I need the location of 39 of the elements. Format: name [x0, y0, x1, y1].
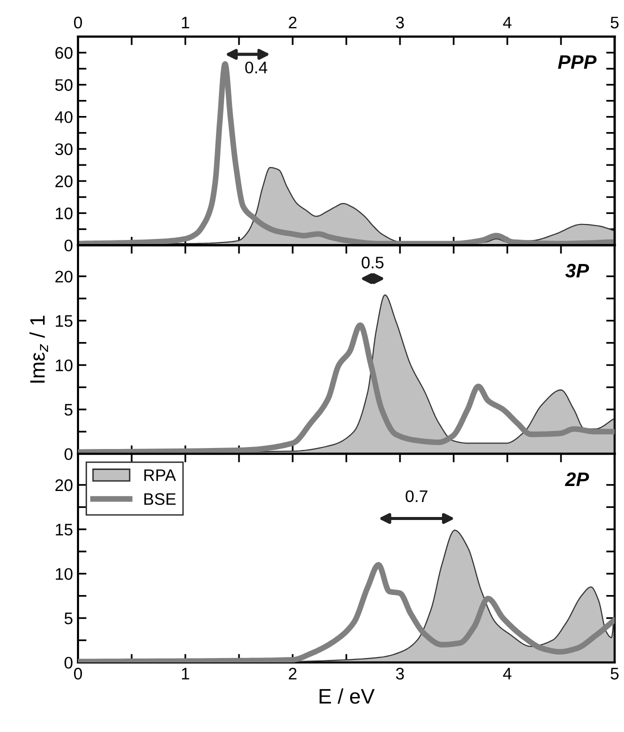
y-tick-label: 0	[64, 240, 72, 252]
legend-label: RPA	[144, 469, 176, 481]
y-tick-label: 5	[64, 612, 72, 624]
y-tick-label: 20	[55, 175, 72, 188]
x2-tick-label: 2	[288, 16, 296, 28]
y-tick-label: 0	[64, 448, 72, 460]
annotation: 0.5	[362, 256, 384, 268]
x-tick-label: 0	[74, 668, 82, 680]
x2-tick-label: 1	[182, 16, 190, 28]
y-tick-label: 0	[64, 656, 72, 669]
x-tick-label: 5	[610, 668, 619, 680]
y-tick-label: 30	[55, 143, 72, 156]
x-tick-label: 3	[396, 668, 404, 680]
annotation: 0.7	[406, 490, 428, 502]
annotation: 0.4	[245, 62, 268, 74]
x2-tick-label: 3	[396, 16, 404, 28]
y-tick-label: 10	[56, 568, 72, 580]
y-tick-label: 10	[56, 208, 72, 220]
x2-tick-label: 4	[503, 16, 512, 28]
x2-tick-label: 5	[610, 16, 619, 28]
legend-label: BSE	[144, 493, 176, 505]
y-tick-label: 20	[55, 270, 72, 282]
x-axis-title: E / eV	[320, 688, 375, 704]
y-axis-title: Imε$_{z}$ / 1	[30, 316, 48, 383]
x-tick-label: 4	[503, 668, 512, 680]
y-tick-label: 10	[56, 359, 72, 372]
x-tick-label: 2	[288, 668, 296, 680]
y-tick-label: 5	[64, 404, 72, 416]
annotation: 3P	[565, 264, 589, 278]
y-tick-label: 50	[55, 79, 72, 91]
y-tick-label: 20	[55, 479, 72, 492]
annotation: PPP	[558, 55, 597, 69]
y-tick-label: 15	[56, 524, 72, 536]
annotation: 2P	[564, 472, 589, 486]
x2-tick-label: 0	[74, 16, 82, 28]
y-tick-label: 40	[54, 111, 72, 124]
x-tick-label: 1	[182, 668, 190, 680]
y-tick-label: 60	[55, 47, 72, 59]
y-tick-label: 15	[56, 315, 72, 327]
